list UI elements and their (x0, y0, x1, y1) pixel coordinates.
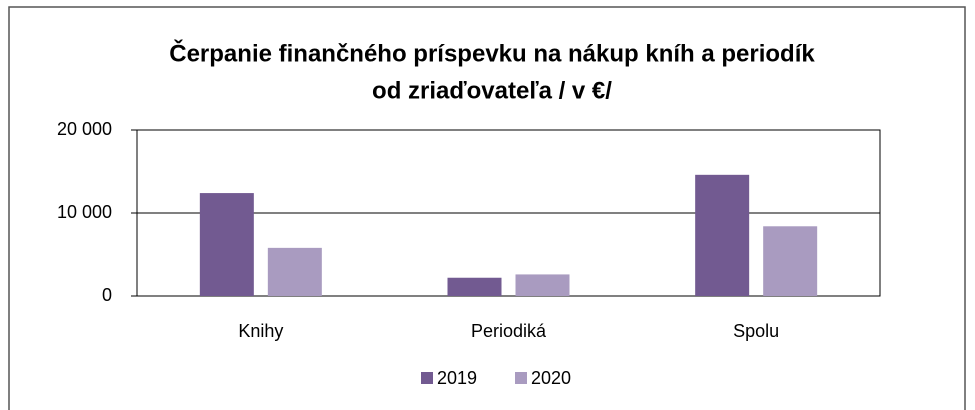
x-tick-label: Knihy (238, 321, 283, 341)
legend-swatch (421, 372, 433, 384)
x-tick-label: Spolu (733, 321, 779, 341)
y-tick-label: 20 000 (57, 119, 112, 139)
chart-title: od zriaďovateľa / v €/ (372, 77, 612, 104)
x-tick-label: Periodiká (471, 321, 547, 341)
bar (199, 193, 254, 296)
bar (695, 174, 750, 296)
legend-label: 2019 (437, 368, 477, 388)
bar (763, 226, 818, 296)
y-tick-label: 10 000 (57, 202, 112, 222)
chart-title: Čerpanie finančného príspevku na nákup k… (169, 39, 815, 67)
legend-swatch (515, 372, 527, 384)
bar (447, 277, 502, 296)
chart-border (8, 6, 966, 410)
bar (267, 247, 322, 296)
bar (515, 274, 570, 296)
legend-label: 2020 (531, 368, 571, 388)
y-tick-label: 0 (102, 285, 112, 305)
